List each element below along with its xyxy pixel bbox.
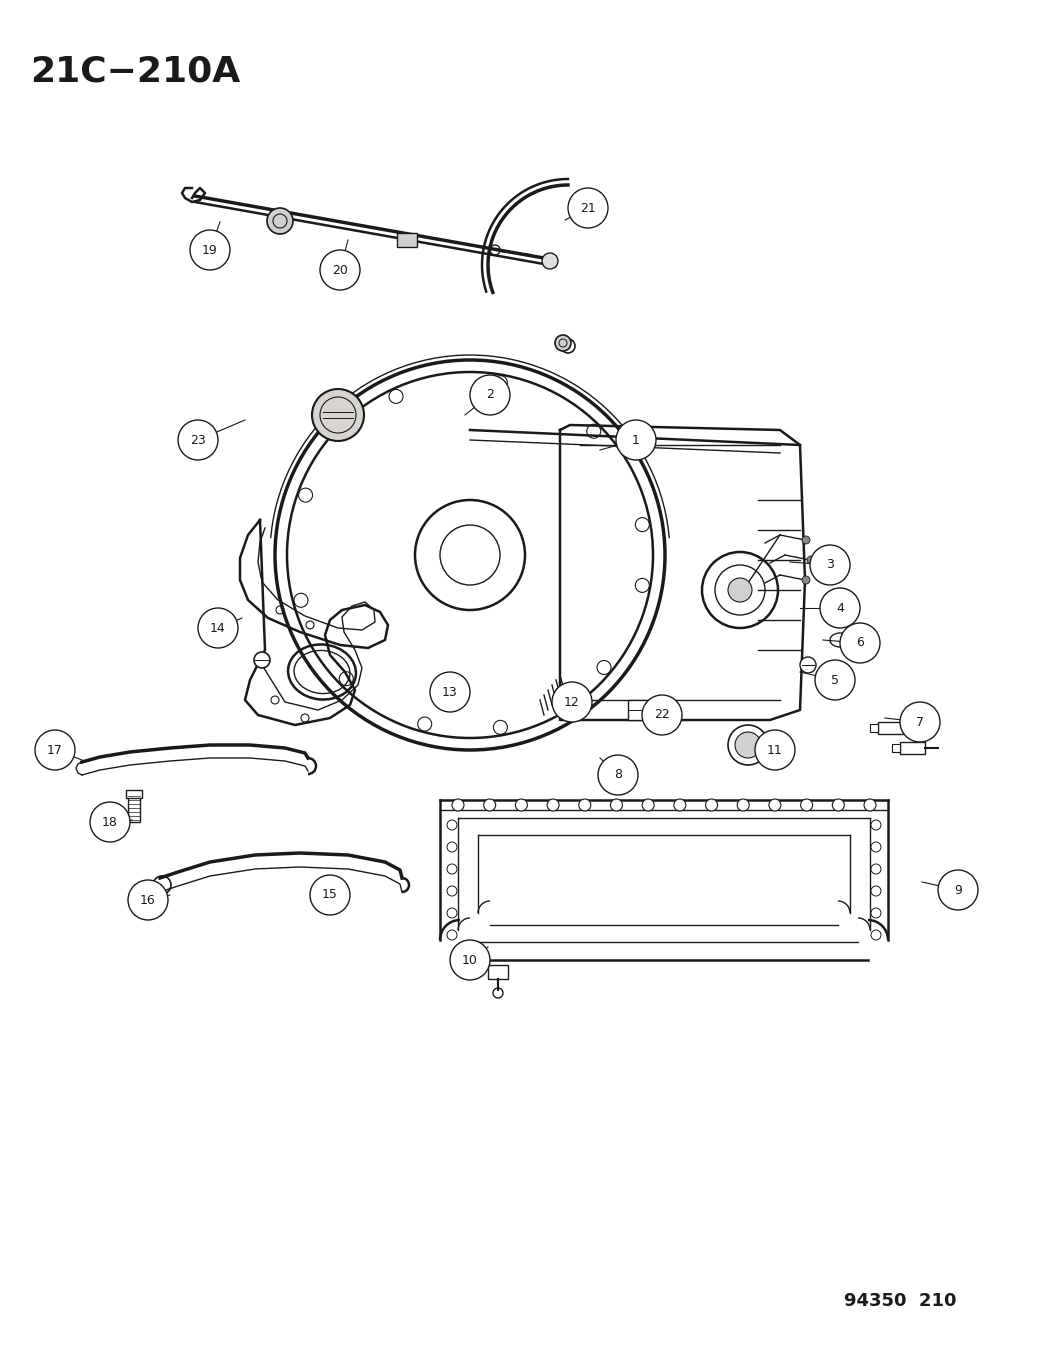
Bar xyxy=(126,790,142,798)
Text: 1: 1 xyxy=(632,433,640,447)
Circle shape xyxy=(198,608,238,648)
Circle shape xyxy=(810,545,850,585)
Circle shape xyxy=(871,842,881,851)
Bar xyxy=(878,722,903,734)
Circle shape xyxy=(706,799,718,811)
Text: 94350  210: 94350 210 xyxy=(844,1293,956,1310)
Bar xyxy=(892,744,900,752)
Text: 14: 14 xyxy=(210,621,226,635)
Circle shape xyxy=(800,656,816,672)
Circle shape xyxy=(769,799,781,811)
Circle shape xyxy=(568,188,608,229)
Circle shape xyxy=(578,799,591,811)
Text: 22: 22 xyxy=(654,709,669,721)
Circle shape xyxy=(555,335,571,351)
Circle shape xyxy=(674,799,686,811)
Text: 12: 12 xyxy=(564,695,579,709)
Circle shape xyxy=(470,375,510,416)
Circle shape xyxy=(447,929,457,940)
Bar xyxy=(900,742,925,755)
Text: 4: 4 xyxy=(836,601,844,615)
Text: 10: 10 xyxy=(462,954,478,967)
Bar xyxy=(128,794,140,822)
Circle shape xyxy=(871,908,881,919)
Circle shape xyxy=(616,420,656,460)
Circle shape xyxy=(808,555,815,564)
Circle shape xyxy=(483,799,496,811)
Text: 18: 18 xyxy=(103,815,118,829)
Circle shape xyxy=(642,799,654,811)
Circle shape xyxy=(802,576,810,584)
Text: 20: 20 xyxy=(332,264,348,277)
Circle shape xyxy=(35,730,75,769)
Circle shape xyxy=(735,732,761,759)
Bar xyxy=(628,699,653,720)
Circle shape xyxy=(728,578,752,603)
Circle shape xyxy=(547,799,559,811)
Circle shape xyxy=(254,652,270,668)
Circle shape xyxy=(447,820,457,830)
Bar xyxy=(488,964,508,979)
Text: 11: 11 xyxy=(767,744,782,756)
Text: 7: 7 xyxy=(916,716,924,729)
Circle shape xyxy=(542,253,558,269)
Text: 6: 6 xyxy=(856,636,864,650)
Circle shape xyxy=(450,940,490,981)
Circle shape xyxy=(452,799,464,811)
Text: 17: 17 xyxy=(47,744,63,756)
Circle shape xyxy=(938,870,978,911)
Circle shape xyxy=(871,929,881,940)
Circle shape xyxy=(312,389,364,441)
Ellipse shape xyxy=(829,633,850,647)
Circle shape xyxy=(611,799,622,811)
Circle shape xyxy=(178,420,218,460)
Text: 3: 3 xyxy=(826,558,834,572)
Circle shape xyxy=(871,820,881,830)
Circle shape xyxy=(190,230,230,270)
Circle shape xyxy=(128,880,168,920)
Circle shape xyxy=(516,799,527,811)
Circle shape xyxy=(900,702,940,742)
Circle shape xyxy=(310,876,350,915)
Circle shape xyxy=(871,886,881,896)
Circle shape xyxy=(840,623,880,663)
Text: 15: 15 xyxy=(322,889,338,901)
Circle shape xyxy=(430,672,470,712)
Text: 23: 23 xyxy=(190,433,206,447)
Circle shape xyxy=(447,842,457,851)
Text: 5: 5 xyxy=(831,674,839,686)
Circle shape xyxy=(447,908,457,919)
Circle shape xyxy=(90,802,130,842)
Circle shape xyxy=(833,799,844,811)
Circle shape xyxy=(552,682,592,722)
Circle shape xyxy=(802,537,810,543)
Circle shape xyxy=(447,863,457,874)
Circle shape xyxy=(871,863,881,874)
Text: 9: 9 xyxy=(954,884,962,897)
Bar xyxy=(870,724,878,732)
Bar xyxy=(397,233,417,247)
Text: 2: 2 xyxy=(486,389,494,402)
Text: 16: 16 xyxy=(140,893,156,907)
Text: 19: 19 xyxy=(202,243,218,257)
Circle shape xyxy=(598,755,638,795)
Circle shape xyxy=(755,730,795,769)
Text: 8: 8 xyxy=(614,768,622,781)
Circle shape xyxy=(447,886,457,896)
Text: 21: 21 xyxy=(581,202,596,214)
Circle shape xyxy=(815,660,855,699)
Circle shape xyxy=(737,799,749,811)
Circle shape xyxy=(320,250,360,291)
Circle shape xyxy=(864,799,876,811)
Circle shape xyxy=(800,799,813,811)
Circle shape xyxy=(267,208,293,234)
Circle shape xyxy=(820,588,860,628)
Text: 21C−210A: 21C−210A xyxy=(30,55,241,89)
Text: 13: 13 xyxy=(442,686,458,698)
Circle shape xyxy=(642,695,682,734)
